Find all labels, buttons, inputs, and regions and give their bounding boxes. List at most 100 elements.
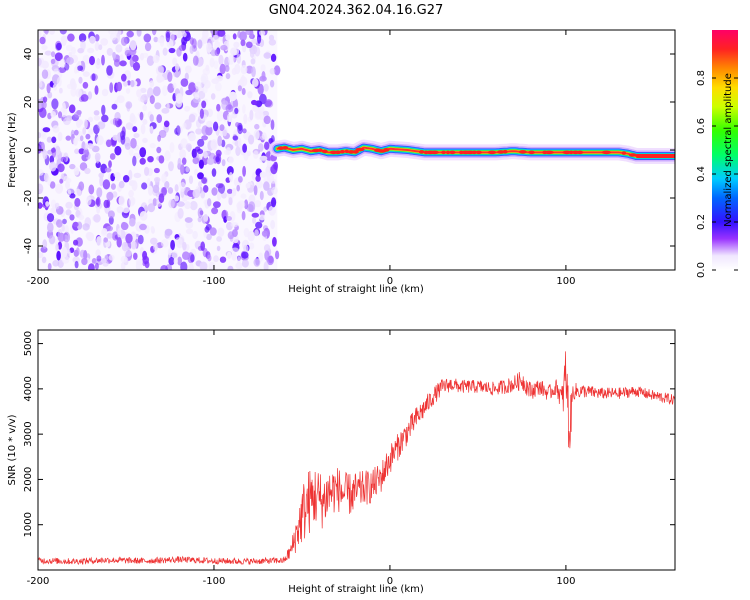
- noise-blob: [94, 85, 99, 95]
- noise-blob: [49, 155, 55, 164]
- noise-blob: [106, 191, 114, 201]
- noise-blob: [251, 212, 259, 218]
- noise-blob: [237, 85, 242, 92]
- noise-blob: [113, 59, 121, 67]
- noise-blob: [184, 105, 191, 112]
- noise-blob: [185, 65, 192, 74]
- noise-blob: [129, 218, 136, 227]
- noise-blob: [243, 113, 248, 125]
- noise-blob: [62, 218, 67, 225]
- noise-blob: [174, 184, 179, 192]
- noise-blob: [48, 235, 56, 245]
- colorbar-tick-label: 0.6: [696, 118, 707, 134]
- noise-blob: [178, 44, 187, 52]
- ridge-hotspot: [621, 151, 627, 155]
- noise-blob: [253, 258, 261, 267]
- noise-blob: [168, 47, 176, 54]
- noise-blob: [84, 148, 89, 158]
- noise-blob: [61, 35, 67, 46]
- noise-blob: [270, 178, 277, 184]
- noise-blob: [255, 221, 263, 229]
- noise-blob: [176, 201, 185, 207]
- colorbar-label: Normalized spectral amplitude: [723, 73, 734, 227]
- noise-blob: [82, 54, 91, 65]
- noise-blob: [116, 206, 124, 214]
- noise-blob: [51, 136, 57, 144]
- snr-x-tick-label: -100: [203, 576, 226, 587]
- noise-blob: [144, 166, 150, 176]
- snr-y-tick-label: 3000: [23, 421, 34, 446]
- noise-blob: [237, 137, 242, 149]
- noise-blob: [71, 46, 76, 55]
- noise-blob: [52, 260, 60, 267]
- noise-blob: [41, 133, 47, 140]
- noise-blob: [84, 167, 91, 175]
- noise-blob: [102, 179, 111, 190]
- noise-blob: [251, 66, 256, 78]
- ridge-hotspot: [475, 150, 482, 155]
- ridge-hotspot: [441, 150, 447, 155]
- ridge-hotspot: [528, 150, 535, 155]
- noise-blob: [247, 91, 253, 99]
- noise-blob: [108, 160, 112, 169]
- noise-blob: [55, 243, 59, 252]
- spectrogram-y-tick-label: 0: [23, 147, 34, 153]
- noise-blob: [238, 176, 243, 183]
- noise-blob: [103, 199, 110, 209]
- noise-blob: [188, 262, 194, 270]
- ridge-hotspot: [471, 150, 478, 155]
- noise-blob: [147, 156, 154, 163]
- noise-blob: [242, 128, 247, 134]
- noise-blob: [95, 58, 101, 70]
- noise-blob: [182, 122, 187, 129]
- noise-blob: [149, 80, 155, 88]
- noise-blob: [78, 148, 85, 155]
- snr-x-tick-label: 0: [387, 576, 393, 587]
- noise-blob: [55, 145, 61, 156]
- noise-blob: [38, 202, 43, 209]
- noise-blob: [237, 256, 241, 265]
- noise-blob: [153, 167, 160, 174]
- noise-blob: [101, 54, 105, 66]
- noise-blob: [116, 95, 125, 104]
- noise-blob: [275, 250, 280, 260]
- noise-blob: [50, 147, 56, 153]
- noise-blob: [172, 82, 177, 89]
- noise-blob: [232, 135, 239, 141]
- noise-blob: [168, 199, 175, 209]
- noise-blob: [227, 265, 234, 270]
- noise-blob: [55, 183, 64, 194]
- ridge-hotspot: [562, 150, 572, 155]
- noise-blob: [101, 228, 108, 235]
- ridge-hotspot: [339, 149, 345, 154]
- noise-blob: [273, 65, 281, 76]
- noise-blob: [140, 123, 146, 135]
- noise-blob: [84, 143, 89, 151]
- noise-blob: [232, 187, 237, 197]
- noise-blob: [38, 81, 43, 88]
- noise-blob: [164, 228, 173, 236]
- noise-blob: [271, 186, 278, 195]
- ridge-hotspot: [449, 150, 456, 155]
- noise-blob: [253, 129, 260, 140]
- noise-blob: [143, 33, 152, 43]
- noise-blob: [252, 78, 259, 87]
- noise-blob: [109, 82, 114, 93]
- noise-blob: [191, 148, 197, 159]
- noise-blob: [107, 210, 115, 219]
- noise-blob: [126, 30, 134, 38]
- spectrogram-x-axis-label: Height of straight line (km): [288, 284, 424, 295]
- noise-blob: [263, 206, 268, 212]
- noise-blob: [188, 175, 194, 184]
- ridge-hotspot: [518, 150, 527, 154]
- ridge-hotspot: [352, 150, 359, 154]
- noise-blob: [57, 232, 66, 242]
- noise-blob: [141, 182, 148, 190]
- noise-blob: [200, 241, 205, 251]
- noise-blob: [93, 110, 100, 116]
- noise-blob: [111, 103, 118, 110]
- noise-blob: [162, 85, 168, 97]
- noise-blob: [38, 132, 42, 139]
- noise-blob: [38, 57, 42, 67]
- noise-blob: [215, 183, 224, 189]
